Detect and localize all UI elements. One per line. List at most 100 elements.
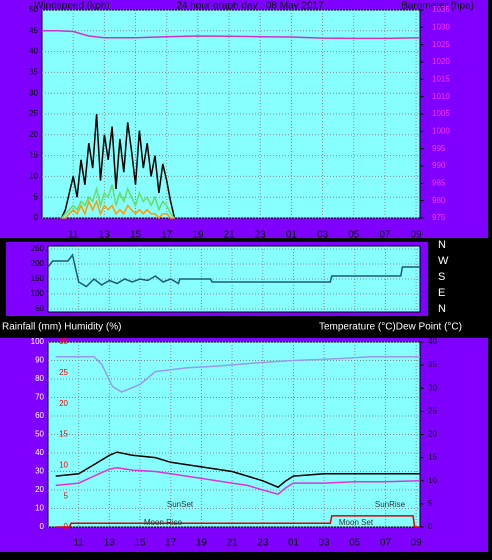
y2-tick-label: 25 [428, 406, 437, 415]
y2-tick-label: 30 [428, 383, 437, 392]
series-line [42, 30, 421, 40]
compass-label: S [438, 271, 445, 283]
y3-tick-label: 10 [59, 460, 68, 469]
y2-tick-label: 1025 [432, 40, 450, 49]
x-tick-label: 01 [288, 538, 300, 549]
x-tick-label: 07 [380, 538, 392, 549]
x-tick-label: 23 [257, 538, 269, 549]
y2-tick-label: 1005 [432, 109, 450, 118]
x-tick-label: 13 [104, 538, 116, 549]
rain-humidity-label: Rainfall (mm) Humidity (%) [2, 322, 121, 333]
y-tick-label: 20 [35, 485, 44, 494]
y-tick-label: 70 [35, 393, 44, 402]
y2-tick-label: 985 [432, 178, 446, 187]
annotation: SunRise [375, 500, 406, 509]
y2-tick-label: 20 [428, 430, 437, 439]
compass-label: N [438, 239, 446, 251]
x-tick-label: 03 [319, 538, 331, 549]
series-line [47, 253, 420, 288]
wind-label: Windspeed (kph) [34, 1, 110, 12]
y-tick-label: 15 [29, 151, 38, 160]
y2-tick-label: 980 [432, 196, 446, 205]
y3-tick-label: 5 [64, 491, 69, 500]
y2-tick-label: 5 [428, 499, 433, 508]
annotation: Moon Set [339, 518, 374, 527]
x-tick-label: 17 [165, 538, 177, 549]
y-tick-label: 0 [34, 213, 39, 222]
x-tick-label: 15 [134, 538, 146, 549]
y-tick-label: 40 [35, 448, 44, 457]
compass-label: N [438, 303, 446, 315]
annotation: Moon Rise [144, 518, 183, 527]
annotation: SunSet [167, 500, 194, 509]
x-tick-label: 11 [68, 230, 79, 241]
x-tick-label: 03 [317, 230, 329, 241]
y2-tick-label: 975 [432, 213, 446, 222]
x-tick-label: 23 [255, 230, 267, 241]
x-tick-label: 05 [349, 538, 361, 549]
x-tick-label: 09 [411, 230, 423, 241]
y2-tick-label: 995 [432, 144, 446, 153]
y-tick-label: 200 [31, 259, 45, 268]
y2-tick-label: 1000 [432, 126, 450, 135]
series-line [60, 113, 176, 219]
y-tick-label: 100 [31, 337, 45, 346]
series-line [60, 184, 176, 219]
y-tick-label: 5 [34, 192, 39, 201]
y2-tick-label: 1035 [432, 5, 450, 14]
y-tick-label: 50 [35, 430, 44, 439]
y3-tick-label: 15 [59, 430, 68, 439]
x-tick-label: 07 [379, 230, 391, 241]
y2-tick-label: 40 [428, 337, 437, 346]
x-tick-label: 09 [411, 538, 423, 549]
series-line [55, 467, 421, 496]
series-line [55, 451, 420, 489]
x-tick-label: 13 [99, 230, 111, 241]
y-tick-label: 0 [40, 522, 45, 531]
y-tick-label: 10 [29, 172, 38, 181]
compass-label: E [438, 287, 445, 299]
y-tick-label: 30 [35, 467, 44, 476]
y2-tick-label: 0 [428, 522, 433, 531]
y-tick-label: 35 [29, 68, 38, 77]
x-tick-label: 21 [223, 230, 235, 241]
y2-tick-label: 1015 [432, 74, 450, 83]
y-tick-label: 80 [35, 374, 44, 383]
y2-tick-label: 15 [428, 453, 437, 462]
y3-tick-label: 20 [59, 399, 68, 408]
y-tick-label: 25 [29, 109, 38, 118]
y-tick-label: 20 [29, 130, 38, 139]
series-line [55, 515, 420, 528]
y-tick-label: 60 [35, 411, 44, 420]
y-tick-label: 90 [35, 356, 44, 365]
y2-tick-label: 1030 [432, 22, 450, 31]
x-tick-label: 01 [286, 230, 298, 241]
x-tick-label: 19 [196, 538, 208, 549]
y3-tick-label: 30 [59, 337, 68, 346]
y-tick-label: 10 [35, 504, 44, 513]
x-tick-label: 19 [192, 230, 204, 241]
y2-tick-label: 1020 [432, 57, 450, 66]
compass-label: W [438, 255, 449, 267]
y-tick-label: 250 [31, 244, 45, 253]
x-tick-label: 15 [130, 230, 142, 241]
graph-title: 24 hour graph day : 08 May 2017 [176, 1, 324, 12]
y2-tick-label: 990 [432, 161, 446, 170]
x-tick-label: 17 [161, 230, 173, 241]
y-tick-label: 100 [31, 289, 45, 298]
y-tick-label: 30 [29, 88, 38, 97]
x-tick-label: 11 [73, 538, 84, 549]
y2-tick-label: 1010 [432, 92, 450, 101]
x-tick-label: 21 [227, 538, 239, 549]
series-line [55, 356, 420, 393]
barometer-label: Barometer (hpa) [401, 1, 474, 12]
y2-tick-label: 10 [428, 476, 437, 485]
y-tick-label: 45 [29, 26, 38, 35]
series-line [61, 199, 175, 220]
y-tick-label: 150 [31, 274, 45, 283]
y-tick-label: 40 [29, 47, 38, 56]
y-tick-label: 50 [29, 5, 38, 14]
temperature-label: Temperature (°C)Dew Point (°C) [319, 322, 462, 333]
x-tick-label: 05 [348, 230, 360, 241]
